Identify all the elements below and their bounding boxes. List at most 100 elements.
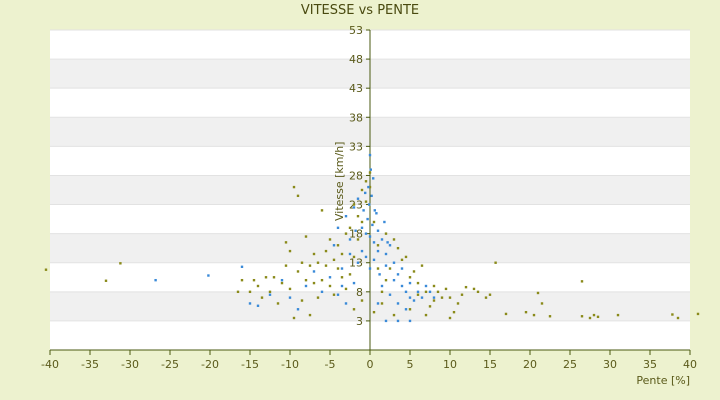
data-point (328, 238, 332, 241)
data-point (424, 290, 428, 294)
data-point (304, 284, 308, 288)
data-point (504, 312, 508, 316)
data-point (580, 280, 584, 283)
data-point (456, 302, 460, 305)
data-point (316, 296, 320, 299)
data-point (312, 281, 316, 285)
data-point (312, 252, 316, 256)
data-point (388, 293, 392, 296)
data-point (352, 308, 356, 311)
data-point (268, 290, 272, 294)
data-point (588, 316, 592, 320)
data-point (424, 313, 428, 317)
y-tick-label: 13 (349, 257, 363, 270)
data-point (452, 310, 456, 314)
data-point (236, 290, 240, 294)
x-tick-label: 5 (407, 358, 414, 371)
data-point (360, 220, 364, 224)
x-tick-labels: -40 -35 -30 -25 -20 -15 -10 -5 0 5 10 15 20 25 30 35 40 (41, 358, 697, 371)
data-point (378, 273, 381, 276)
data-point (392, 261, 396, 264)
data-point (356, 238, 360, 241)
data-point (360, 188, 364, 192)
data-point (373, 209, 376, 212)
data-point (352, 255, 356, 259)
data-point (104, 279, 108, 282)
data-point (320, 209, 324, 212)
data-point (372, 310, 376, 314)
data-point (360, 249, 364, 253)
data-point (388, 267, 392, 270)
data-point (370, 194, 373, 198)
data-point (494, 261, 497, 264)
data-point (676, 316, 680, 320)
data-point (348, 238, 352, 241)
data-point (367, 185, 370, 189)
data-point (364, 232, 368, 235)
y-tick-label: 38 (349, 111, 363, 124)
data-point (348, 273, 352, 276)
data-point (296, 308, 300, 311)
x-tick-label: -20 (201, 358, 219, 371)
data-point (396, 273, 400, 276)
data-point (488, 293, 492, 296)
data-point (336, 244, 340, 247)
data-point (408, 296, 412, 299)
data-point (404, 308, 408, 311)
data-point (332, 258, 336, 262)
data-point (340, 276, 344, 279)
data-point (432, 299, 436, 302)
data-point (356, 261, 360, 264)
data-point (332, 293, 336, 296)
data-point (396, 302, 400, 305)
data-point (384, 232, 388, 235)
data-point (408, 308, 412, 311)
data-point (371, 223, 374, 227)
y-tick-label: 18 (349, 228, 363, 241)
x-tick-label: -15 (241, 358, 259, 371)
data-point (404, 255, 408, 259)
data-point (292, 316, 296, 320)
x-tick-label: -35 (81, 358, 99, 371)
data-point (340, 267, 344, 270)
data-point (420, 296, 424, 299)
x-tick-label: -25 (161, 358, 179, 371)
data-point (348, 252, 352, 256)
data-point (207, 274, 210, 277)
data-point (536, 291, 540, 295)
data-point (380, 290, 384, 294)
data-point (548, 315, 552, 318)
data-point (240, 265, 244, 268)
axes (49, 29, 691, 355)
chart-title: VITESSE vs PENTE (301, 3, 419, 18)
data-point (240, 278, 244, 282)
data-point (376, 302, 380, 305)
data-point (372, 241, 376, 244)
data-point (336, 267, 340, 270)
data-point (260, 296, 264, 299)
data-point (340, 252, 344, 256)
data-point (396, 246, 400, 250)
data-point (256, 284, 260, 288)
y-tick-label: 33 (349, 140, 363, 153)
data-point (308, 313, 312, 317)
data-points (44, 153, 700, 323)
y-tick-label: 28 (349, 169, 363, 182)
data-point (328, 276, 332, 279)
data-point (484, 296, 488, 299)
data-point (444, 287, 448, 291)
data-point (336, 226, 340, 230)
data-point (44, 268, 48, 271)
x-tick-label: -40 (41, 358, 59, 371)
data-point (400, 284, 404, 288)
data-point (440, 296, 444, 299)
data-point (364, 200, 368, 203)
data-point (384, 319, 388, 323)
data-point (616, 313, 620, 317)
data-point (368, 185, 372, 189)
data-point (354, 229, 357, 232)
data-point (366, 217, 369, 221)
data-point (296, 194, 300, 198)
data-point (368, 153, 372, 157)
